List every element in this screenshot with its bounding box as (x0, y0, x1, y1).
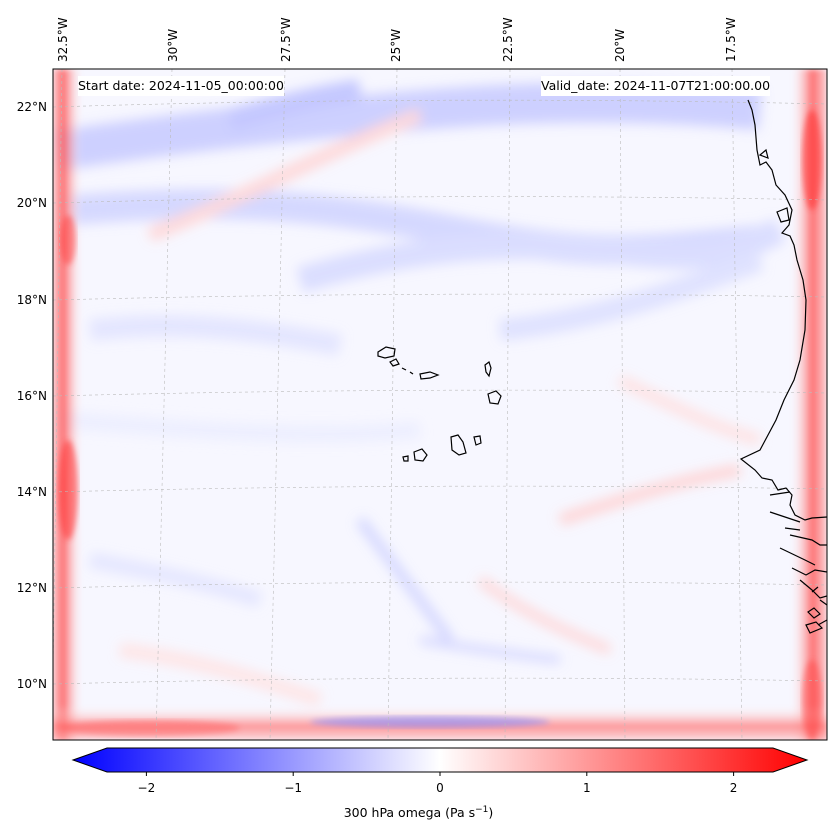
lat-label: 20°N (17, 196, 47, 210)
coastline (739, 99, 827, 634)
lon-label: 17.5°W (724, 17, 738, 62)
colorbar-ticks: −2 −1 0 1 2 (138, 772, 738, 795)
graticule (53, 69, 827, 740)
lon-label: 30°W (166, 29, 180, 62)
colorbar-tick-label: 1 (583, 781, 591, 795)
lat-label: 22°N (17, 100, 47, 114)
colorbar-label: 300 hPa omega (Pa s−1) (0, 805, 837, 820)
lon-label: 27.5°W (279, 17, 293, 62)
valid-date-label: Valid_date: 2024-11-07T21:00:00.00 (541, 76, 771, 96)
lat-label: 14°N (17, 485, 47, 499)
lat-label: 16°N (17, 389, 47, 403)
lon-label: 22.5°W (501, 17, 515, 62)
lat-label: 10°N (17, 677, 47, 691)
lat-label: 18°N (17, 293, 47, 307)
colorbar-tick-label: −1 (284, 781, 302, 795)
start-date-label: Start date: 2024-11-05_00:00:00 (78, 76, 284, 96)
lat-label: 12°N (17, 581, 47, 595)
colorbar-tick-label: 0 (436, 781, 444, 795)
lon-label: 32.5°W (56, 17, 70, 62)
colorbar-label-text: 300 hPa omega (Pa s (343, 805, 476, 821)
latitude-labels: 22°N 20°N 18°N 16°N 14°N 12°N 10°N (17, 100, 47, 691)
colorbar: −2 −1 0 1 2 (71, 747, 809, 795)
colorbar-tick-label: −2 (138, 781, 156, 795)
omega-field (53, 69, 827, 740)
colorbar-bar (71, 747, 809, 773)
colorbar-label-exponent: −1 (475, 805, 489, 815)
colorbar-tick-label: 2 (730, 781, 738, 795)
longitude-labels: 32.5°W 30°W 27.5°W 25°W 22.5°W 20°W 17.5… (56, 17, 738, 62)
colorbar-label-close: ) (488, 805, 494, 821)
lon-label: 25°W (389, 29, 403, 62)
lon-label: 20°W (613, 29, 627, 62)
map-frame (52, 68, 828, 741)
cape-verde-islands (377, 346, 502, 462)
